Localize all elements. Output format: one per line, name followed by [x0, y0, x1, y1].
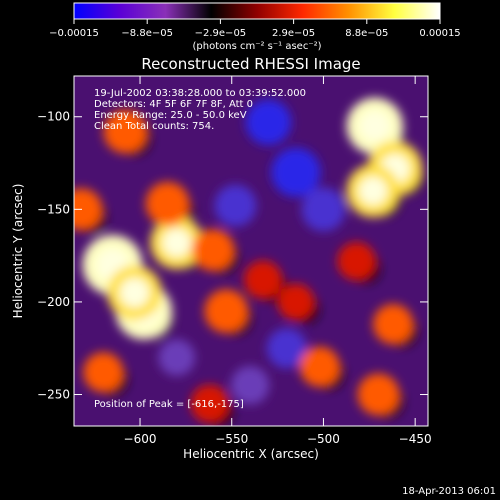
- colorbar-units: (photons cm⁻² s⁻¹ asec⁻²): [192, 41, 321, 52]
- dim-region: [266, 328, 307, 369]
- energy-range-annotation: Energy Range: 25.0 - 50.0 keV: [94, 110, 247, 121]
- colorbar-tick-label: 2.9e−05: [272, 28, 315, 39]
- colorbar-tick-label: −8.8e−05: [121, 28, 173, 39]
- bright-region: [299, 346, 340, 387]
- bright-region-core: [119, 277, 150, 308]
- bright-region-core: [359, 110, 391, 142]
- dim-region: [214, 184, 257, 227]
- bright-region: [373, 304, 414, 345]
- dim-region: [230, 366, 270, 405]
- colorbar-ticks: −0.00015 −8.8e−05 −2.9e−05 2.9e−05 8.8e−05 0.…: [49, 19, 461, 39]
- bright-region: [74, 188, 103, 231]
- bright-region: [204, 289, 249, 334]
- dim-region: [271, 147, 321, 197]
- y-axis-label: Heliocentric Y (arcsec): [11, 184, 25, 319]
- peak-position-annotation: Position of Peak = [-616,-175]: [94, 399, 244, 410]
- y-tick-label: −150: [37, 202, 70, 216]
- x-axis-label: Heliocentric X (arcsec): [183, 447, 319, 461]
- y-tick-label: −250: [37, 388, 70, 402]
- time-range-annotation: 19-Jul-2002 03:38:28.000 to 03:39:52.000: [94, 88, 306, 99]
- bright-region: [277, 283, 315, 321]
- y-tick-label: −200: [37, 295, 70, 309]
- image-plot: [74, 76, 428, 426]
- bright-region: [103, 109, 148, 154]
- detectors-annotation: Detectors: 4F 5F 6F 7F 8F, Att 0: [94, 99, 253, 110]
- intensity-blobs: [74, 97, 424, 426]
- dim-region: [301, 187, 346, 232]
- bright-region: [243, 260, 283, 299]
- bright-region-core: [358, 176, 388, 206]
- colorbar: [73, 2, 441, 20]
- clean-counts-annotation: Clean Total counts: 754.: [94, 121, 214, 132]
- bright-region: [145, 181, 190, 226]
- footer-date: 18-Apr-2013 06:01: [402, 486, 496, 497]
- plot-frame: [73, 75, 429, 427]
- colorbar-tick-label: −0.00015: [49, 28, 99, 39]
- bright-region: [83, 352, 124, 393]
- colorbar-tick-label: 8.8e−05: [345, 28, 388, 39]
- bright-region: [190, 384, 229, 423]
- axis-ticks: −600 −550 −500 −450 −250 −200 −150 −100: [37, 76, 432, 446]
- bright-region-core: [162, 228, 192, 258]
- bright-region: [337, 241, 376, 281]
- colorbar-tick-label: −2.9e−05: [195, 28, 247, 39]
- y-tick-label: −100: [37, 110, 70, 124]
- x-tick-label: −600: [124, 432, 157, 446]
- chart-title: Reconstructed RHESSI Image: [141, 55, 360, 73]
- x-tick-label: −450: [399, 432, 432, 446]
- bright-region: [357, 373, 400, 416]
- colorbar-tick-label: 0.00015: [419, 28, 460, 39]
- x-tick-label: −500: [307, 432, 340, 446]
- x-tick-label: −550: [215, 432, 248, 446]
- dim-region: [158, 339, 196, 376]
- bright-region: [192, 229, 235, 272]
- dim-region: [245, 99, 292, 146]
